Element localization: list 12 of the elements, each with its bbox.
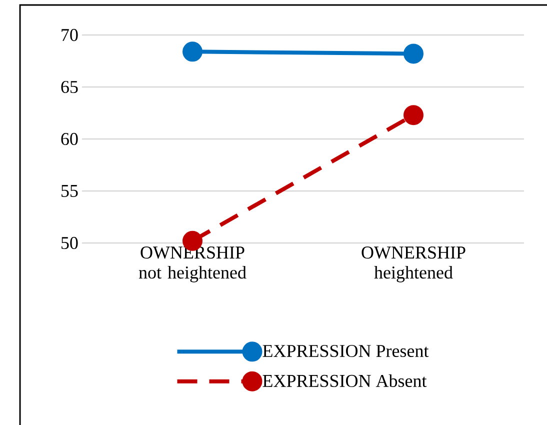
y-tick-label: 65 xyxy=(61,80,78,94)
legend-label: EXPRESSION Absent xyxy=(262,374,427,388)
y-tick-label: 50 xyxy=(62,236,78,250)
legend-label: EXPRESSION Present xyxy=(262,344,429,358)
point xyxy=(403,44,424,64)
y-tick-label: 70 xyxy=(62,28,78,42)
point xyxy=(403,105,424,126)
point xyxy=(182,42,203,62)
y-tick-label: 55 xyxy=(62,185,78,197)
x-tick-label: OWNERSHIP not heightened xyxy=(138,246,246,282)
y-tick-label: 60 xyxy=(61,132,78,146)
x-tick-label: OWNERSHIP heightened xyxy=(362,246,466,282)
